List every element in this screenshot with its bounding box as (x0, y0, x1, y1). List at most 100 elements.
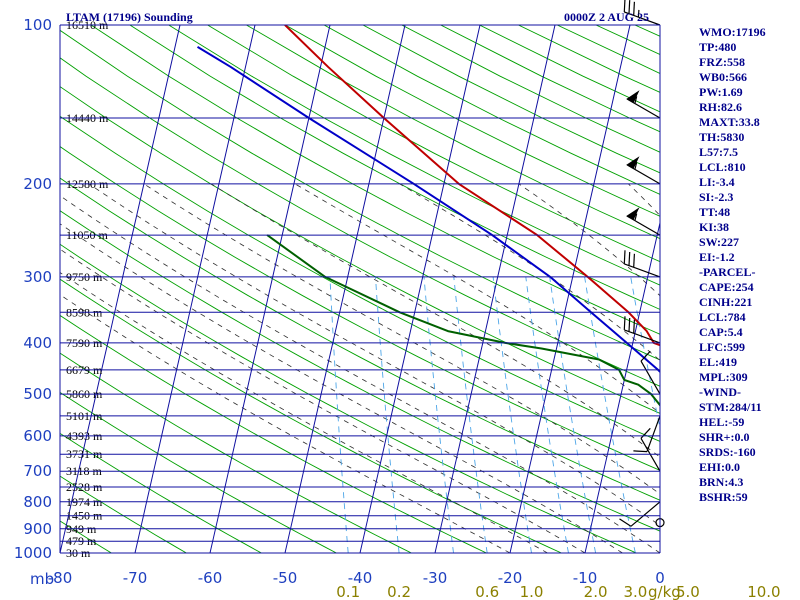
mixing-ratio-line (329, 276, 349, 554)
temperature-tick-label: -80 (48, 569, 73, 587)
temperature-tick-label: -10 (573, 569, 598, 587)
wind-barb (633, 415, 661, 453)
index-entry: TH:5830 (699, 130, 744, 144)
index-entry: BRN:4.3 (699, 475, 743, 489)
wind-barb (626, 90, 661, 119)
isotherm-line (284, 25, 406, 554)
mixing-ratio-line (768, 277, 800, 553)
mixing-ratio-unit-label: g/kg (648, 583, 681, 600)
barb-full-feather (633, 319, 635, 334)
index-entry: HEL:-59 (699, 415, 744, 429)
index-entry: -PARCEL- (699, 265, 755, 279)
index-entry: PW:1.69 (699, 85, 743, 99)
barb-half-feather (634, 162, 638, 170)
mixing-ratio-line (423, 276, 454, 554)
barb-half-feather (634, 96, 638, 104)
barb-full-feather (633, 253, 635, 268)
pressure-tick-label: 200 (23, 175, 52, 193)
barb-full-feather (628, 251, 631, 266)
wind-barb (640, 350, 661, 395)
pressure-tick-label: 600 (23, 427, 52, 445)
mixing-ratio-tick-label: 0.2 (387, 583, 411, 600)
moist-adiabat-line (143, 183, 660, 495)
mixing-ratio-line (584, 276, 636, 554)
barb-pennant (626, 90, 640, 104)
temperature-tick-label: -70 (123, 569, 148, 587)
mixing-ratio-line (375, 276, 400, 554)
index-entry: L57:7.5 (699, 145, 738, 159)
temperature-tick-label: -20 (498, 569, 523, 587)
dry-adiabat-line (751, 25, 800, 553)
index-panel: WMO:17196TP:480FRZ:558WB0:566PW:1.69RH:8… (699, 25, 766, 504)
mixing-ratio-line (453, 276, 488, 554)
pressure-tick-label: 800 (23, 493, 52, 511)
index-entry: TT:48 (699, 205, 730, 219)
temperature-tick-label: 0 (655, 569, 665, 587)
barb-full-feather (640, 350, 651, 362)
barb-full-feather (623, 0, 626, 13)
mixing-ratio-line (549, 276, 597, 554)
dry-adiabat-line (60, 57, 660, 387)
barb-full-feather (633, 450, 648, 453)
moist-adiabat-line (294, 183, 660, 414)
moist-adiabat-line (60, 272, 548, 554)
dry-adiabat-line (60, 177, 660, 501)
pressure-unit-label: mb (30, 570, 54, 588)
pressure-tick-label: 900 (23, 520, 52, 538)
mixing-ratio-tick-label: 0.1 (336, 583, 360, 600)
wind-barb (626, 207, 661, 236)
mixing-ratio-tick-label: 10.0 (747, 583, 780, 600)
isobars (59, 24, 661, 554)
wind-barb (623, 316, 661, 344)
parcel-line (196, 46, 660, 374)
barb-pennant (626, 156, 640, 170)
index-entry: LFC:599 (699, 340, 745, 354)
moist-adiabat-line (210, 183, 660, 458)
index-entry: EHI:0.0 (699, 460, 740, 474)
pressure-tick-label: 100 (23, 16, 52, 34)
temperature-tick-label: -40 (348, 569, 373, 587)
wind-barb (623, 250, 661, 278)
mixing-ratio-line (745, 277, 800, 553)
index-entry: MAXT:33.8 (699, 115, 760, 129)
barb-shaft (646, 415, 661, 452)
index-entry: SHR+:0.0 (699, 430, 750, 444)
dry-adiabat-line (595, 25, 660, 55)
chart-time: 0000Z 2 AUG 25 (564, 10, 649, 24)
barb-shaft (624, 11, 661, 26)
barb-full-feather (623, 316, 626, 330)
temperature-tick-label: -60 (198, 569, 223, 587)
barb-full-feather (623, 250, 626, 264)
barb-full-feather (640, 427, 651, 439)
barb-full-feather (633, 1, 635, 16)
mixing-ratio-tick-label: 3.0 (623, 583, 647, 600)
barb-half-feather (634, 213, 638, 221)
index-entry: CINH:221 (699, 295, 752, 309)
mixing-ratio-tick-label: 0.6 (475, 583, 499, 600)
barb-full-feather (628, 317, 631, 332)
index-entry: EL:419 (699, 355, 737, 369)
index-entry: RH:82.6 (699, 100, 742, 114)
mixing-ratio-tick-label: 1.0 (520, 583, 544, 600)
dry-adiabat-line (90, 25, 660, 335)
index-entry: STM:284/11 (699, 400, 762, 414)
moist-adiabat-line (60, 223, 623, 554)
moist-adiabat-line (60, 195, 660, 554)
index-entry: WMO:17196 (699, 25, 766, 39)
isotherm-line (359, 25, 481, 554)
barb-shaft (640, 360, 661, 395)
barb-full-feather (619, 518, 632, 527)
index-entry: LCL:810 (699, 160, 746, 174)
pressure-tick-label: 700 (23, 462, 52, 480)
pressure-tick-label: 400 (23, 334, 52, 352)
wind-barb (626, 156, 661, 185)
mixing-ratio-tick-label: 5.0 (676, 583, 700, 600)
index-entry: CAP:5.4 (699, 325, 743, 339)
moist-adiabats (60, 183, 660, 554)
dewpoint-line (266, 234, 660, 407)
barb-shaft (624, 329, 661, 344)
index-entry: CAPE:254 (699, 280, 754, 294)
temperature-line (284, 25, 660, 347)
